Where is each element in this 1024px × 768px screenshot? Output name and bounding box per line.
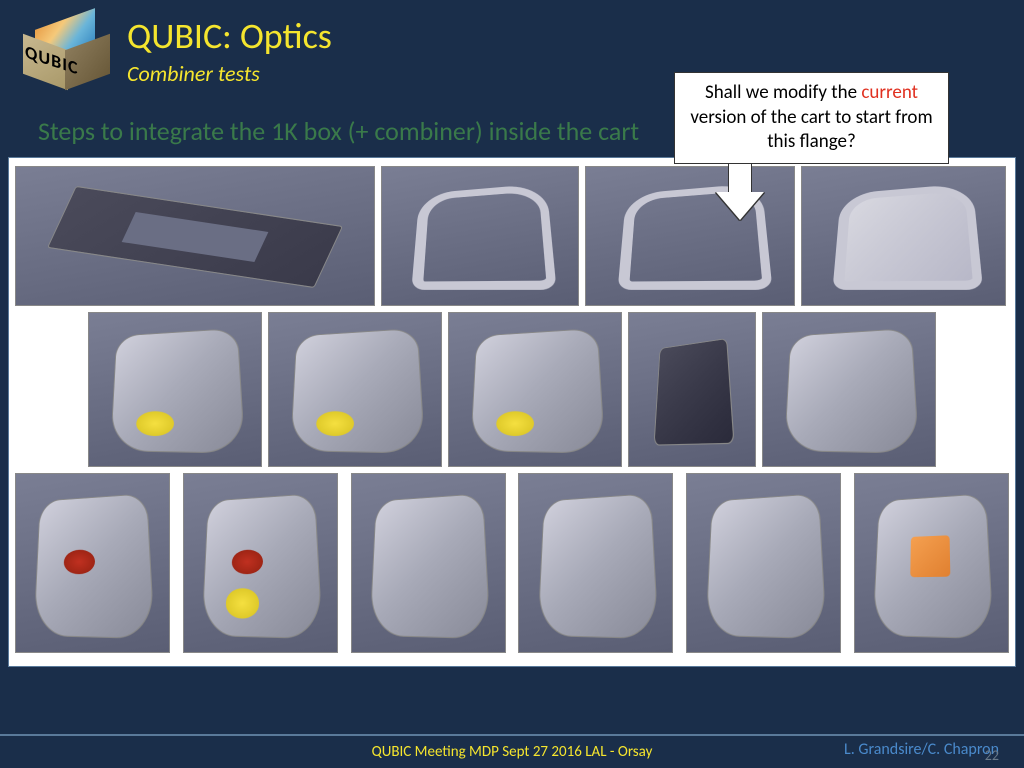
- cad-grid: [8, 157, 1016, 667]
- callout-box: Shall we modify the current version of t…: [674, 72, 949, 164]
- cad-row-1: [15, 166, 1009, 306]
- footer-authors: L. Grandsire/C. Chapron: [844, 740, 999, 759]
- page-number: 22: [985, 747, 999, 764]
- cad-panel: [183, 473, 338, 653]
- cad-panel: [268, 312, 442, 467]
- cad-panel: [628, 312, 756, 467]
- callout-highlight: current: [861, 81, 918, 104]
- cad-panel: [686, 473, 841, 653]
- cad-row-2: [15, 312, 1009, 467]
- cad-panel: [88, 312, 262, 467]
- callout-suffix: version of the cart to start from this f…: [690, 106, 932, 154]
- cad-panel: [381, 166, 579, 306]
- cad-panel: [762, 312, 936, 467]
- cad-panel: [351, 473, 506, 653]
- cad-row-3: [15, 473, 1009, 653]
- cad-panel: [15, 473, 170, 653]
- qubic-logo: QUBIC: [20, 14, 115, 89]
- callout-arrow-icon: [716, 158, 764, 218]
- slide-title: QUBIC: Optics: [127, 14, 1004, 58]
- cad-panel: [801, 166, 1006, 306]
- cad-panel: [854, 473, 1009, 653]
- cad-panel: [518, 473, 673, 653]
- callout-prefix: Shall we modify the: [705, 81, 861, 104]
- slide-footer: QUBIC Meeting MDP Sept 27 2016 LAL - Ors…: [0, 734, 1024, 768]
- cad-panel: [448, 312, 622, 467]
- cad-panel: [15, 166, 375, 306]
